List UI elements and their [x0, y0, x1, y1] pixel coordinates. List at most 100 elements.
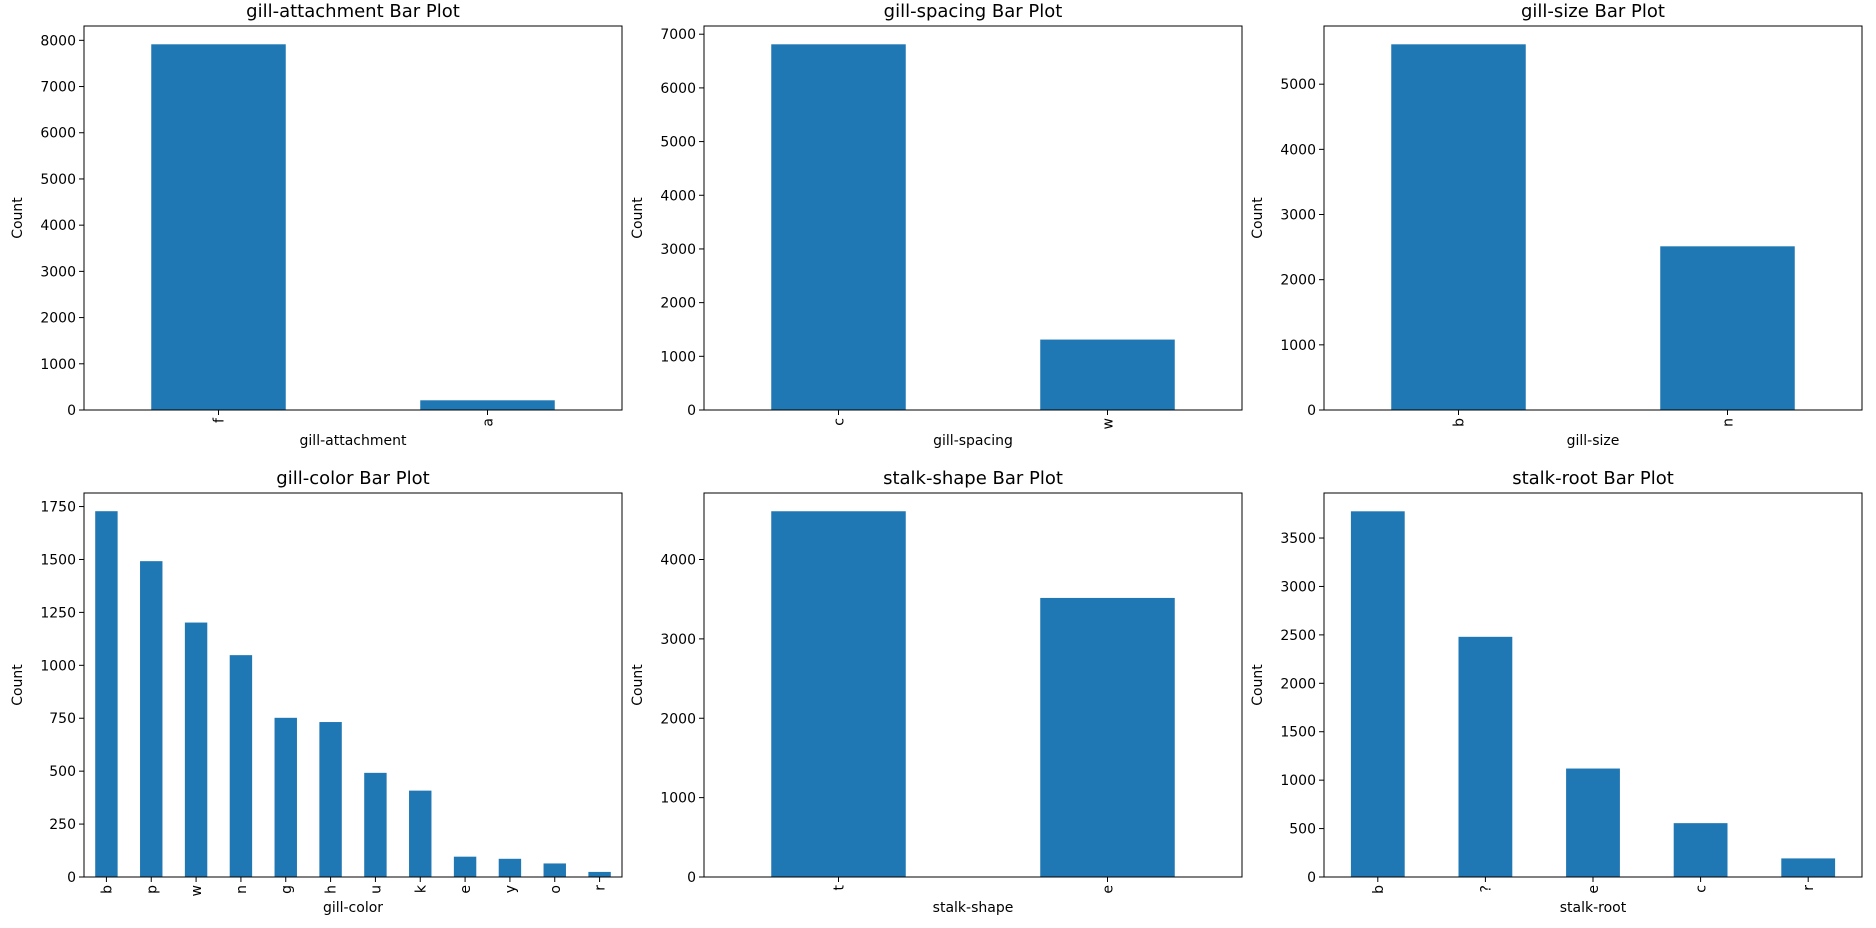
x-tick-label: u — [368, 885, 384, 894]
y-tick-label: 2000 — [1280, 273, 1316, 289]
chart-panel: 0 1000 2000 3000 4000 t e stalk-shape Bar Plot s… — [630, 468, 1243, 916]
y-tick-label: 4000 — [660, 188, 696, 204]
plot-frame — [83, 492, 623, 878]
y-tick-label: 500 — [49, 764, 76, 780]
chart-title: stalk-root Bar Plot — [1512, 468, 1674, 489]
y-tick-label: 4000 — [660, 553, 696, 569]
x-tick-label: e — [1101, 885, 1117, 894]
plot-frame — [1323, 25, 1863, 411]
plot-frame — [83, 25, 623, 411]
bar-r — [588, 871, 611, 877]
x-tick-label: n — [234, 885, 250, 894]
bar-b — [95, 511, 118, 877]
y-tick-label: 1000 — [40, 357, 76, 373]
x-tick-label: y — [503, 885, 519, 893]
y-tick-label: 2000 — [1280, 676, 1316, 692]
bar-t — [771, 511, 906, 877]
x-axis-label: stalk-shape — [933, 900, 1014, 916]
chart-title: stalk-shape Bar Plot — [883, 468, 1063, 489]
chart-panel: 0 1000 2000 3000 4000 5000 6000 7000 c w gill-spac… — [630, 1, 1243, 449]
y-tick-label: 4000 — [1280, 142, 1316, 158]
bar-o — [543, 863, 566, 877]
x-axis-label: gill-attachment — [300, 433, 407, 449]
bar-c — [1673, 823, 1728, 877]
y-tick-label: 7000 — [40, 80, 76, 96]
bar-w — [1040, 339, 1175, 410]
y-tick-label: 5000 — [40, 172, 76, 188]
x-axis-label: gill-spacing — [933, 433, 1013, 449]
x-tick-label: k — [413, 884, 429, 893]
bar-? — [1458, 636, 1513, 877]
y-tick-label: 500 — [1289, 822, 1316, 838]
bar-r — [1781, 858, 1836, 877]
y-axis-label: Count — [630, 664, 646, 706]
y-tick-label: 2500 — [1280, 628, 1316, 644]
y-tick-label: 1500 — [1280, 725, 1316, 741]
y-axis-label: Count — [10, 664, 26, 706]
y-tick-label: 2000 — [660, 296, 696, 312]
plot-frame — [703, 492, 1243, 878]
chart-panel: 0 250 500 750 1000 1250 1500 1750 b p w n g h u k e y o r gi… — [10, 468, 623, 916]
y-tick-label: 5000 — [660, 135, 696, 151]
bar-e — [1566, 768, 1620, 877]
x-tick-label: a — [481, 418, 497, 427]
x-tick-label: b — [1371, 885, 1387, 894]
x-tick-label: w — [189, 885, 205, 896]
bar-k — [409, 790, 432, 877]
y-tick-label: 1250 — [40, 605, 76, 621]
y-tick-label: 1000 — [660, 349, 696, 365]
bar-b — [1391, 44, 1526, 410]
y-tick-label: 0 — [687, 870, 696, 886]
chart-panel: 0 500 1000 1500 2000 2500 3000 3500 b? e c r stalk-r… — [1250, 468, 1863, 916]
chart-title: gill-size Bar Plot — [1521, 1, 1665, 22]
chart-panel: 0 1000 2000 3000 4000 5000 6000 7000 8000 f a gill-… — [10, 1, 623, 449]
bar-y — [498, 858, 522, 877]
y-tick-label: 2000 — [660, 711, 696, 727]
y-tick-label: 3500 — [1280, 531, 1316, 547]
bar-p — [140, 561, 163, 877]
x-tick-label: n — [1721, 418, 1737, 427]
y-tick-label: 3000 — [1280, 208, 1316, 224]
y-tick-label: 1000 — [660, 791, 696, 807]
y-axis-label: Count — [10, 197, 26, 239]
bar-c — [771, 44, 906, 411]
y-tick-label: 1500 — [40, 552, 76, 568]
x-axis-label: stalk-root — [1560, 900, 1627, 916]
x-axis-label: gill-color — [323, 900, 383, 916]
x-tick-label: e — [1586, 885, 1602, 894]
y-tick-label: 6000 — [40, 126, 76, 142]
y-tick-label: 0 — [67, 403, 76, 419]
x-tick-label: c — [832, 418, 848, 426]
x-tick-label: t — [832, 885, 848, 891]
bar-f — [151, 44, 286, 410]
y-tick-label: 0 — [687, 403, 696, 419]
y-tick-label: 3000 — [660, 242, 696, 258]
y-tick-label: 5000 — [1280, 77, 1316, 93]
bar-w — [184, 622, 208, 877]
y-tick-label: 1000 — [1280, 338, 1316, 354]
bar-e — [1040, 597, 1175, 877]
y-tick-label: 0 — [1307, 403, 1316, 419]
x-axis-label: gill-size — [1567, 433, 1620, 449]
chart-title: gill-attachment Bar Plot — [246, 1, 460, 22]
x-tick-label: p — [144, 885, 160, 894]
y-tick-label: 2000 — [40, 311, 76, 327]
x-tick-label: b — [99, 885, 115, 894]
bar-g — [274, 717, 297, 877]
x-tick-label: e — [458, 885, 474, 894]
x-tick-label: b — [1452, 418, 1468, 427]
y-tick-label: 250 — [49, 817, 76, 833]
y-tick-label: 3000 — [40, 264, 76, 280]
y-tick-label: 750 — [49, 711, 76, 727]
x-tick-label: h — [324, 885, 340, 894]
y-tick-label: 8000 — [40, 33, 76, 49]
chart-title: gill-spacing Bar Plot — [884, 1, 1063, 22]
y-tick-label: 4000 — [40, 218, 76, 234]
bar-n — [229, 655, 253, 877]
bar-b — [1350, 511, 1405, 877]
x-tick-label: c — [1694, 885, 1710, 893]
x-tick-label: ? — [1478, 885, 1494, 892]
bar-u — [364, 772, 387, 877]
y-axis-label: Count — [630, 197, 646, 239]
